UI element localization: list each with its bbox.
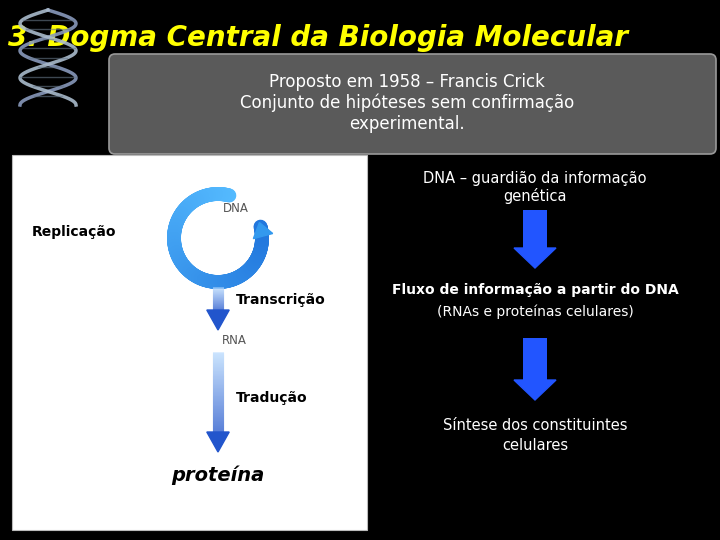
Bar [523,338,547,380]
Bar [12,155,367,530]
Text: Conjunto de hipóteses sem confirmação: Conjunto de hipóteses sem confirmação [240,94,574,112]
Polygon shape [514,248,556,268]
FancyBboxPatch shape [109,54,716,154]
Polygon shape [514,380,556,400]
Text: RNA: RNA [222,334,247,347]
Bar [523,210,547,248]
Text: experimental.: experimental. [349,115,465,133]
Text: Fluxo de informação a partir do DNA: Fluxo de informação a partir do DNA [392,283,678,297]
Text: Replicação: Replicação [32,225,117,239]
Text: Síntese dos constituintes: Síntese dos constituintes [443,417,627,433]
Text: (RNAs e proteínas celulares): (RNAs e proteínas celulares) [436,305,634,319]
Text: proteína: proteína [171,465,265,485]
Polygon shape [207,310,229,330]
Polygon shape [253,222,273,239]
Text: Tradução: Tradução [236,391,307,405]
Polygon shape [207,432,229,452]
Text: genética: genética [503,188,567,204]
Text: celulares: celulares [502,437,568,453]
Text: 3. Dogma Central da Biologia Molecular: 3. Dogma Central da Biologia Molecular [8,24,628,52]
Text: DNA: DNA [223,201,249,214]
Text: Transcrição: Transcrição [236,293,325,307]
Text: DNA – guardião da informação: DNA – guardião da informação [423,171,647,186]
Text: Proposto em 1958 – Francis Crick: Proposto em 1958 – Francis Crick [269,73,545,91]
